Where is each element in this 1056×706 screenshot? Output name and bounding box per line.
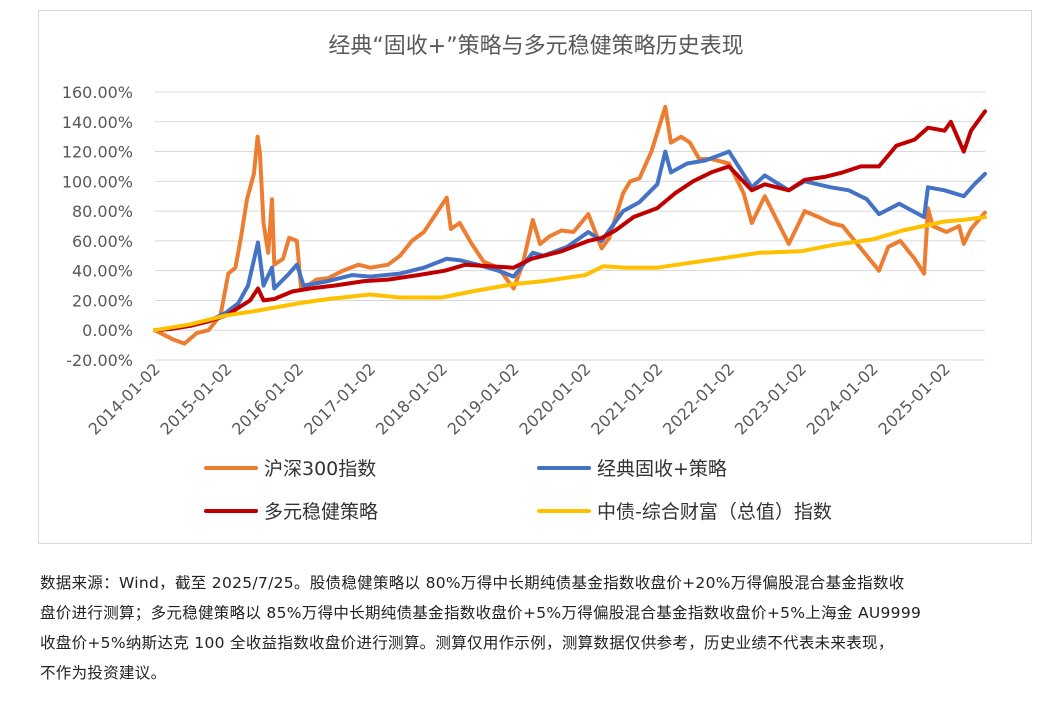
y-tick-label: 0.00%: [82, 321, 133, 340]
y-tick-label: 60.00%: [72, 232, 133, 251]
grid-lines: [155, 91, 985, 361]
legend-label: 沪深300指数: [264, 458, 376, 480]
legend-label: 中债-综合财富（总值）指数: [597, 501, 832, 523]
x-tick-label: 2025-01-02: [875, 359, 954, 438]
x-tick-label: 2021-01-02: [587, 359, 666, 438]
x-tick-label: 2014-01-02: [85, 359, 164, 438]
x-tick-label: 2024-01-02: [803, 359, 882, 438]
y-tick-label: 120.00%: [62, 143, 133, 162]
x-tick-label: 2022-01-02: [659, 359, 738, 438]
y-tick-label: 160.00%: [62, 83, 133, 102]
x-tick-label: 2020-01-02: [515, 359, 594, 438]
y-tick-label: 140.00%: [62, 113, 133, 132]
chart-title: 经典“固收+”策略与多元稳健策略历史表现: [328, 34, 743, 59]
series-line-3: [153, 109, 987, 333]
x-tick-label: 2017-01-02: [300, 359, 379, 438]
line-chart: 经典“固收+”策略与多元稳健策略历史表现 -20.00% 0.00% 20.00% 4…: [62, 34, 987, 523]
y-tick-label: -20.00%: [66, 351, 133, 370]
y-tick-label: 40.00%: [72, 262, 133, 281]
legend-label: 多元稳健策略: [264, 501, 378, 523]
x-axis-ticks: 2014-01-022015-01-022016-01-022017-01-02…: [85, 359, 954, 438]
x-tick-label: 2023-01-02: [731, 359, 810, 438]
y-tick-label: 100.00%: [62, 172, 133, 191]
x-tick-label: 2016-01-02: [228, 359, 307, 438]
footnote-line: 数据来源：Wind，截至 2025/7/25。股债稳健策略以 80%万得中长期纯…: [40, 574, 905, 592]
series-line-1: [153, 104, 987, 346]
y-tick-label: 80.00%: [72, 202, 133, 221]
series-line-4: [153, 215, 987, 333]
y-tick-label: 20.00%: [72, 291, 133, 310]
footnote-line: 不作为投资建议。: [40, 664, 167, 682]
series-lines: [153, 104, 987, 346]
footnote-line: 收盘价+5%纳斯达克 100 全收益指数收盘价进行测算。测算仅用作示例，测算数据…: [40, 634, 894, 652]
footnote-line: 盘价进行测算；多元稳健策略以 85%万得中长期纯债基金指数收盘价+5%万得偏股混…: [40, 604, 922, 622]
x-tick-label: 2018-01-02: [372, 359, 451, 438]
x-tick-label: 2019-01-02: [444, 359, 523, 438]
chart-frame: 经典“固收+”策略与多元稳健策略历史表现 -20.00% 0.00% 20.00% 4…: [38, 10, 1032, 544]
footnote: 数据来源：Wind，截至 2025/7/25。股债稳健策略以 80%万得中长期纯…: [40, 568, 1036, 688]
legend-label: 经典固收+策略: [597, 458, 727, 480]
x-tick-label: 2015-01-02: [156, 359, 235, 438]
y-axis-ticks: -20.00% 0.00% 20.00% 40.00% 60.00% 80.00% 100.…: [62, 83, 133, 370]
